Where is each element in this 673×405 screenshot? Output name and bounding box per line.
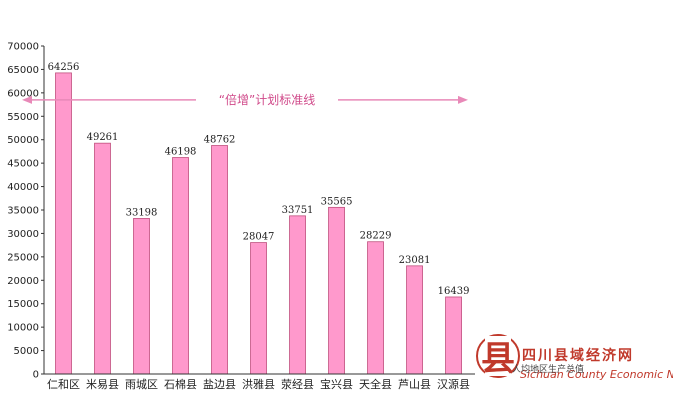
category-label: 仁和区 [47,378,80,391]
y-tick-label: 20000 [7,276,39,287]
y-tick-label: 35000 [7,206,39,217]
data-label: 23081 [399,255,431,266]
arrow-right-head [458,95,468,104]
data-label: 49261 [87,132,119,143]
y-tick-label: 70000 [7,42,39,53]
x-axis: 仁和区 米易县 雨城区 石棉县 盐边县 洪雅县 荥经县 宝兴县 天全县 芦山县 汉源县 [44,373,475,391]
category-label: 洪雅县 [242,377,275,391]
bar [133,218,150,375]
bar [289,215,306,375]
y-tick-label: 60000 [7,88,39,99]
bar [328,206,345,375]
data-label: 46198 [165,147,197,158]
y-tick-label: 15000 [7,299,39,310]
category-label: 石棉县 [164,377,197,391]
watermark-logo-char: 县 [481,339,515,379]
category-label: 汉源县 [437,377,470,391]
y-tick-label: 30000 [7,229,39,240]
data-label: 33751 [282,205,314,216]
data-labels: 64256 49261 33198 46198 48762 28047 33751 35565… [48,62,470,297]
category-label: 盐边县 [203,378,236,391]
bar [172,157,189,375]
bar [55,72,72,375]
bars [55,72,462,375]
bar [250,242,267,375]
watermark-name-en: Sichuan County Economic Net [520,368,673,381]
y-axis: 0 5000 10000 15000 20000 25000 30000 35000 40000… [7,42,45,381]
data-label: 35565 [321,196,353,207]
category-label: 米易县 [86,378,119,391]
target-line: “倍增”计划标准线 [22,92,468,107]
category-label: 雨城区 [125,378,158,391]
data-label: 33198 [126,207,158,218]
watermark-logo-inner [485,336,511,376]
data-label: 16439 [438,286,470,297]
y-tick-label: 50000 [7,135,39,146]
arrow-left-head [22,95,32,104]
y-tick-label: 25000 [7,252,39,263]
data-label: 48762 [204,135,236,146]
watermark: 县四川县域经济网 Sichuan County Economic Net人均地区生… [476,334,673,381]
category-label: 宝兴县 [320,377,353,391]
data-label: 28229 [360,231,392,242]
watermark-logo [476,334,520,378]
watermark-name-cn: 四川县域经济网 [522,347,634,364]
bar [406,265,423,375]
bar [211,145,228,375]
data-label: 28047 [243,232,275,243]
category-label: 芦山县 [398,378,431,391]
y-tick-label: 55000 [7,112,39,123]
target-line-label: “倍增”计划标准线 [219,92,315,107]
y-tick-label: 40000 [7,182,39,193]
data-label: 64256 [48,62,80,73]
y-tick-label: 0 [33,370,39,381]
y-tick-label: 65000 [7,65,39,76]
y-tick-label: 5000 [14,346,39,357]
bar [367,241,384,375]
y-tick-label: 45000 [7,159,39,170]
category-label: 荥经县 [281,377,314,391]
bar [94,142,111,375]
bar [445,296,462,375]
category-label: 天全县 [359,377,392,391]
y-tick-label: 10000 [7,323,39,334]
legend-text: 人均地区生产总值 [512,363,584,375]
